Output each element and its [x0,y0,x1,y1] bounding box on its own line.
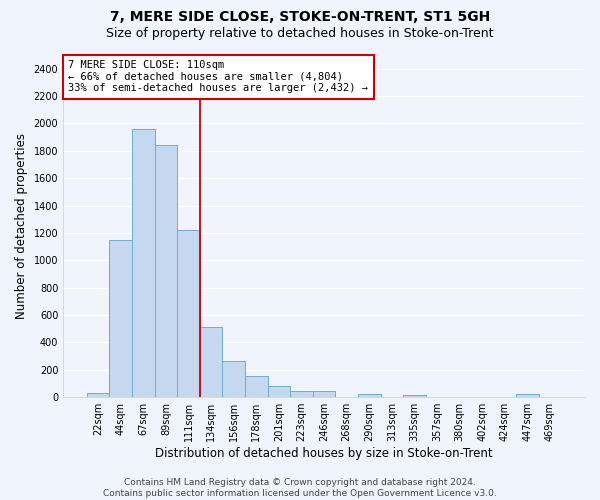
Bar [109,240,132,397]
Text: Contains HM Land Registry data © Crown copyright and database right 2024.
Contai: Contains HM Land Registry data © Crown c… [103,478,497,498]
Text: 7 MERE SIDE CLOSE: 110sqm
← 66% of detached houses are smaller (4,804)
33% of se: 7 MERE SIDE CLOSE: 110sqm ← 66% of detac… [68,60,368,94]
Bar [200,328,223,397]
Bar [268,386,290,397]
Bar [155,146,177,397]
Bar [87,393,109,397]
Text: 7, MERE SIDE CLOSE, STOKE-ON-TRENT, ST1 5GH: 7, MERE SIDE CLOSE, STOKE-ON-TRENT, ST1 … [110,10,490,24]
Bar [358,394,380,397]
Bar [516,394,539,397]
Bar [177,230,200,397]
Bar [290,390,313,397]
Bar [132,129,155,397]
Bar [403,394,426,397]
Y-axis label: Number of detached properties: Number of detached properties [15,133,28,319]
Bar [245,376,268,397]
X-axis label: Distribution of detached houses by size in Stoke-on-Trent: Distribution of detached houses by size … [155,447,493,460]
Bar [223,361,245,397]
Bar [313,392,335,397]
Text: Size of property relative to detached houses in Stoke-on-Trent: Size of property relative to detached ho… [106,28,494,40]
